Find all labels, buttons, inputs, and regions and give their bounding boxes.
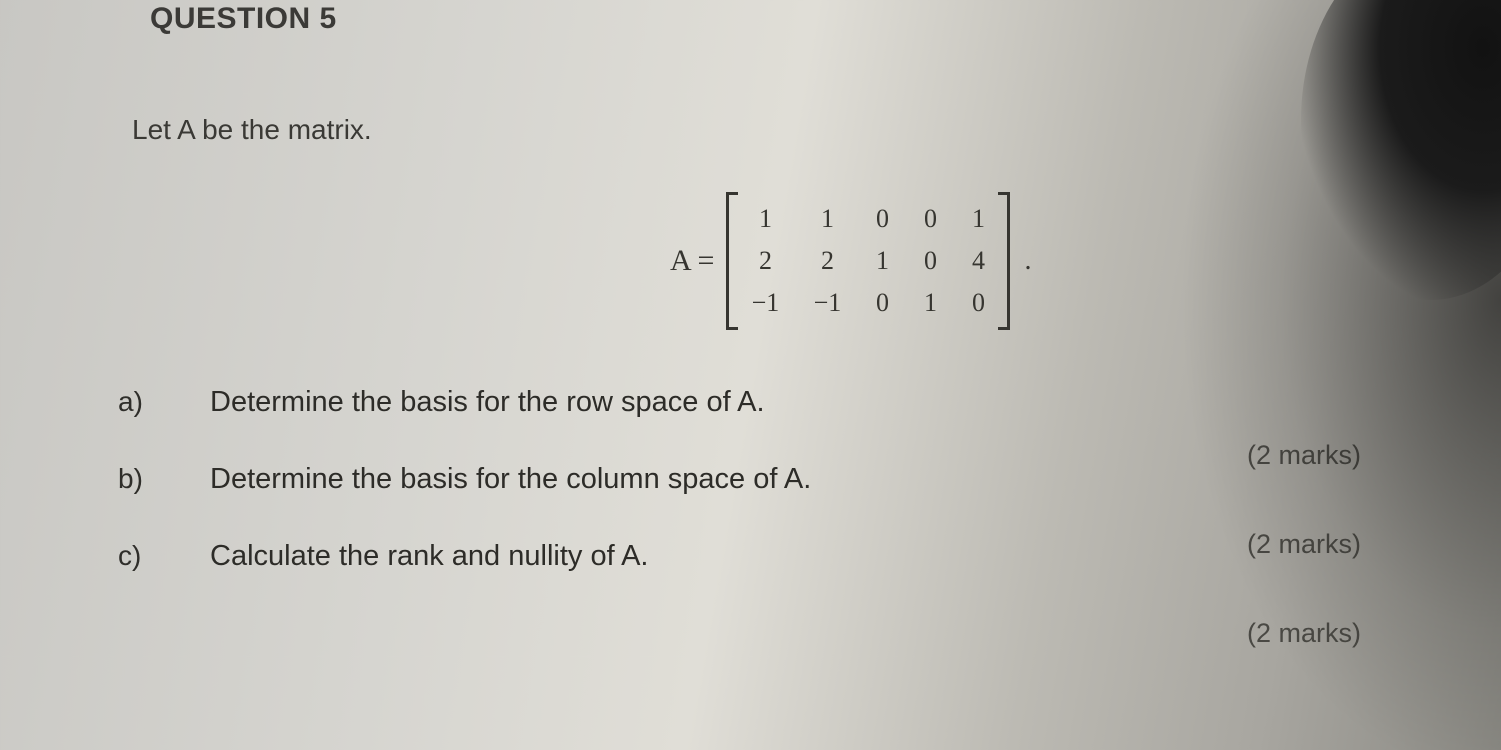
part-label: c) xyxy=(118,540,210,572)
matrix-cell: 0 xyxy=(968,288,988,318)
part-label: a) xyxy=(118,386,210,418)
matrix-cell: 0 xyxy=(920,246,940,276)
part-row: a) Determine the basis for the row space… xyxy=(150,386,1501,419)
matrix-cell: 2 xyxy=(748,246,782,276)
matrix-cell: 2 xyxy=(810,246,844,276)
question-heading: QUESTION 5 xyxy=(150,0,1501,36)
matrix-equation: A = 1100122104−1−1010 . xyxy=(670,192,1501,330)
marks-hint: (2 marks) xyxy=(1247,529,1361,560)
matrix-cell: 1 xyxy=(872,246,892,276)
matrix-cell: 1 xyxy=(748,204,782,234)
matrix: 1100122104−1−1010 xyxy=(724,192,1012,330)
matrix-period: . xyxy=(1024,245,1031,277)
marks-hint: (2 marks) xyxy=(1247,440,1361,471)
part-text: Determine the basis for the column space… xyxy=(210,463,811,496)
part-text: Determine the basis for the row space of… xyxy=(210,386,765,419)
bracket-left-icon xyxy=(724,192,738,330)
matrix-grid: 1100122104−1−1010 xyxy=(738,192,998,330)
matrix-cell: 1 xyxy=(810,204,844,234)
matrix-cell: −1 xyxy=(810,288,844,318)
bracket-right-icon xyxy=(998,192,1012,330)
matrix-cell: 1 xyxy=(968,204,988,234)
part-text: Calculate the rank and nullity of A. xyxy=(210,540,648,573)
matrix-cell: 0 xyxy=(872,288,892,318)
matrix-lhs: A = xyxy=(670,244,714,278)
question-page: QUESTION 5 Let A be the matrix. A = 1100… xyxy=(0,0,1501,750)
question-intro: Let A be the matrix. xyxy=(132,114,1501,146)
matrix-cell: 0 xyxy=(920,204,940,234)
shadow-overlay xyxy=(981,0,1501,750)
marks-hint: (2 marks) xyxy=(1247,618,1361,649)
matrix-cell: 1 xyxy=(920,288,940,318)
marks-column: (2 marks) (2 marks) (2 marks) xyxy=(1247,440,1361,649)
matrix-cell: 4 xyxy=(968,246,988,276)
matrix-cell: 0 xyxy=(872,204,892,234)
part-label: b) xyxy=(118,463,210,495)
matrix-cell: −1 xyxy=(748,288,782,318)
